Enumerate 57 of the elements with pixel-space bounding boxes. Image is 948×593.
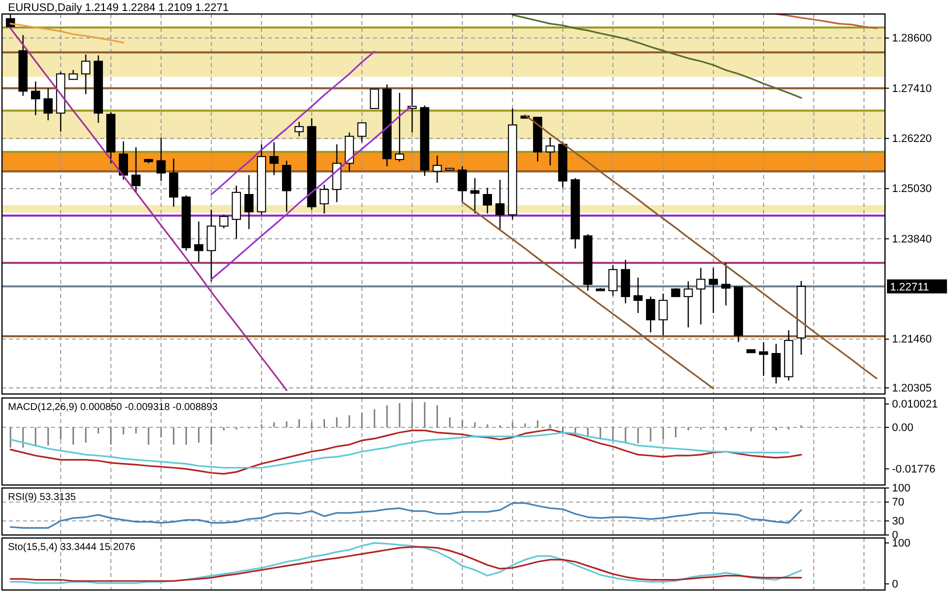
candlestick — [394, 92, 404, 162]
line-series — [512, 14, 802, 99]
candlestick — [68, 69, 78, 80]
candlestick — [458, 166, 467, 203]
line-series — [210, 50, 376, 196]
line-series — [10, 502, 802, 529]
candlestick — [118, 140, 128, 180]
candlestick — [646, 296, 656, 334]
candlestick — [758, 342, 768, 376]
candlestick — [357, 122, 366, 143]
candlestick — [684, 280, 693, 328]
candlestick — [320, 184, 329, 214]
candlestick — [633, 276, 643, 314]
candlestick — [546, 136, 555, 166]
y-tick-label: 1.20305 — [892, 382, 932, 394]
y-tick-label: 1.27410 — [892, 82, 932, 95]
y-tick-label: 1.26220 — [892, 132, 932, 145]
candlestick — [482, 187, 492, 214]
candlestick — [269, 142, 279, 176]
chart-title: EURUSD,Daily 1.2149 1.2284 1.2109 1.2271 — [8, 2, 229, 14]
candlestick — [608, 264, 618, 296]
candlestick — [432, 155, 442, 184]
candlestick — [30, 80, 40, 116]
candlestick — [156, 136, 166, 182]
y-tick-label: 100 — [892, 482, 910, 495]
y-tick-label: 0.010021 — [892, 398, 938, 411]
candlestick — [219, 214, 228, 229]
candlestick — [244, 174, 254, 230]
candlestick — [708, 267, 718, 314]
line-series — [10, 432, 790, 469]
y-tick-label: 0 — [892, 578, 898, 590]
y-tick-label: 1.25030 — [892, 183, 932, 196]
candlestick — [495, 179, 505, 230]
candlestick — [772, 343, 781, 384]
candlestick — [44, 88, 53, 121]
candlestick — [658, 293, 668, 336]
candlestick — [81, 54, 90, 95]
candlestick — [696, 267, 706, 326]
y-tick-label: 1.28600 — [892, 32, 932, 45]
candlestick — [131, 146, 141, 193]
chart-title: Sto(15,5,4) 33.3444 15.2076 — [8, 542, 136, 553]
candlestick — [194, 220, 204, 263]
y-tick-label: 1.21460 — [892, 334, 932, 346]
candlestick — [294, 121, 304, 137]
line-series — [775, 13, 878, 30]
y-tick-label: -0.01776 — [892, 463, 936, 476]
chart-title: MACD(12,26,9) 0.000850 -0.009318 -0.008893 — [8, 402, 218, 413]
candlestick — [370, 88, 380, 109]
y-tick-label: 30 — [892, 515, 904, 528]
chart-title: RSI(9) 53.3135 — [8, 492, 76, 503]
ref-line-label: 1.22711 — [890, 281, 929, 294]
candlestick — [470, 177, 480, 214]
y-tick-label: 1.23840 — [892, 233, 932, 246]
y-tick-label: 0.00 — [892, 422, 914, 434]
line-series — [10, 428, 802, 475]
y-tick-label: 70 — [892, 496, 904, 509]
candlestick — [721, 262, 730, 306]
